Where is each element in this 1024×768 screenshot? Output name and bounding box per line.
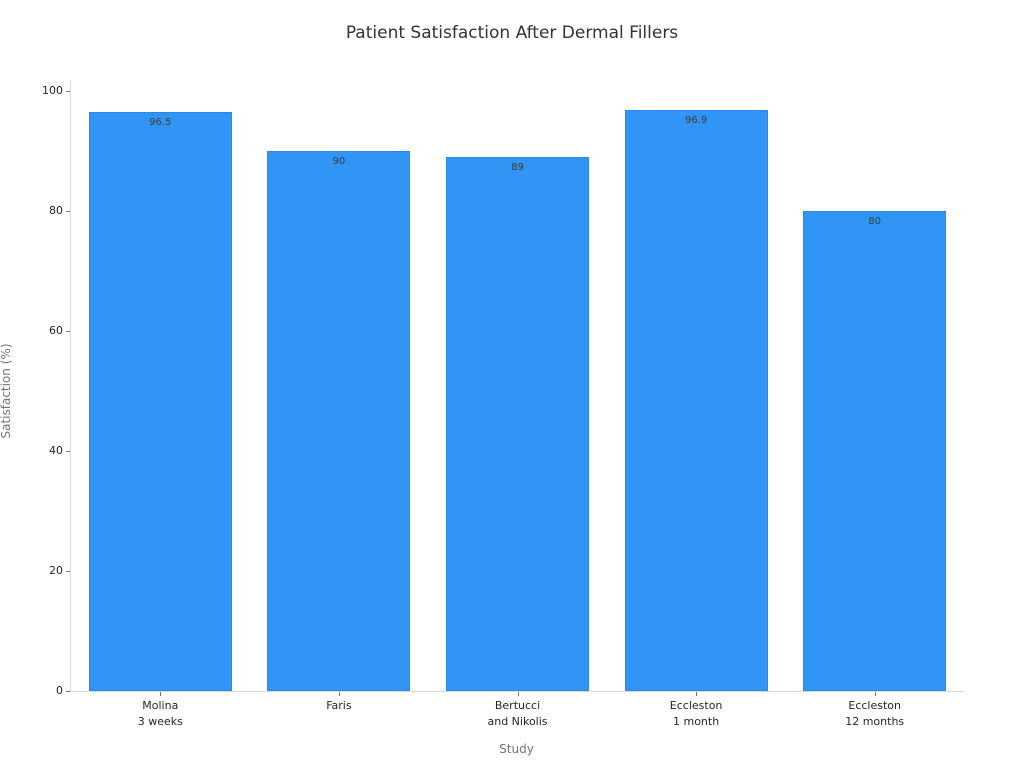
y-tick-label: 60: [49, 324, 63, 337]
bar-3: 96.9: [624, 109, 768, 691]
y-tick-mark: [66, 330, 70, 332]
bar-4: 80: [803, 211, 947, 691]
x-tick-label-line: Bertucci: [494, 699, 541, 712]
x-tick-label-line: Eccleston: [848, 699, 901, 712]
bar-value-label: 90: [332, 156, 346, 167]
y-tick-label: 80: [49, 204, 63, 217]
x-tick-mark: [517, 692, 519, 696]
bar-value-label: 89: [511, 162, 524, 173]
chart-title: Patient Satisfaction After Dermal Filler…: [345, 23, 679, 43]
x-tick-label: Faris: [254, 698, 424, 714]
x-tick-label-line: Eccleston: [669, 699, 723, 712]
bar-value-label: 96.5: [149, 117, 172, 128]
bar-0: 96.5: [88, 112, 232, 691]
x-tick-label: Bertucci and Nikolis: [433, 698, 603, 730]
x-tick-label: Eccleston 12 months: [790, 698, 960, 730]
bar-2: 89: [446, 157, 589, 691]
x-tick-label-line: Faris: [326, 699, 352, 712]
y-axis-label: Satisfaction (%): [0, 343, 13, 439]
y-tick-mark: [66, 570, 70, 572]
x-tick-label-line: 1 month: [672, 715, 720, 728]
x-tick-label-line: 3 weeks: [137, 715, 183, 728]
x-tick-label: Molina 3 weeks: [75, 698, 245, 730]
x-tick-mark: [160, 692, 162, 696]
x-tick-label: Eccleston 1 month: [611, 698, 781, 730]
x-tick-mark: [696, 692, 698, 696]
y-tick-label: 100: [42, 84, 63, 97]
x-tick-label-line: and Nikolis: [487, 715, 548, 728]
bar-value-label: 96.9: [684, 114, 708, 126]
y-tick-mark: [66, 210, 70, 212]
x-tick-mark: [874, 692, 876, 696]
x-tick-mark: [338, 692, 340, 696]
plot-area: 96.5 Molina 3 weeks 90 Faris 89 Bertucci and Ni…: [42, 80, 964, 728]
y-tick-label: 40: [49, 444, 63, 457]
x-tick-label-line: Molina: [142, 699, 179, 712]
x-axis-label: Study: [499, 742, 534, 756]
y-tick-label: 20: [49, 564, 63, 577]
y-tick-mark: [66, 450, 70, 452]
y-tick-label: 0: [56, 684, 63, 697]
bar-1: 90: [267, 151, 411, 691]
y-tick-mark: [66, 690, 70, 692]
y-tick-mark: [66, 90, 70, 92]
bar-value-label: 80: [868, 216, 882, 227]
x-tick-label-line: 12 months: [845, 715, 905, 728]
